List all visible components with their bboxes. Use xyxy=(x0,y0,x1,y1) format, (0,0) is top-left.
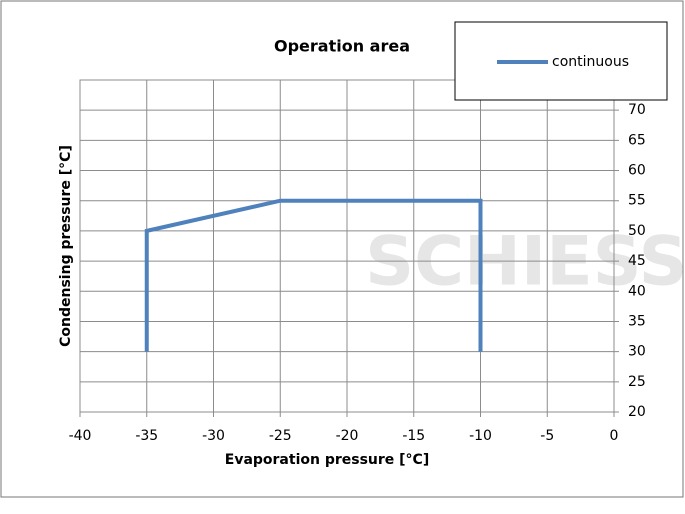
series-line xyxy=(144,198,483,352)
x-axis-title: Evaporation pressure [°C] xyxy=(225,452,429,468)
x-tick-label: -10 xyxy=(469,428,492,444)
y-tick-label: 40 xyxy=(628,283,646,299)
y-axis-title: Condensing pressure [°C] xyxy=(58,145,74,347)
y-tick-label: 45 xyxy=(628,253,646,269)
legend-box xyxy=(454,21,668,101)
y-tick-label: 35 xyxy=(628,313,646,329)
y-tick-label: 50 xyxy=(628,223,646,239)
y-tick-label: 25 xyxy=(628,374,646,390)
x-tick-label: -35 xyxy=(135,428,158,444)
x-tick-label: -15 xyxy=(402,428,425,444)
y-tick-label: 20 xyxy=(628,404,646,420)
watermark: SCHIESSL xyxy=(365,223,685,302)
x-tick-label: 0 xyxy=(610,428,619,444)
legend-label: continuous xyxy=(552,54,629,70)
y-tick-label: 55 xyxy=(628,193,646,209)
y-tick-label: 70 xyxy=(628,102,646,118)
x-tick-label: -20 xyxy=(336,428,359,444)
y-tick-label: 65 xyxy=(628,132,646,148)
x-tick-label: -25 xyxy=(269,428,292,444)
x-tick-label: -40 xyxy=(69,428,92,444)
y-tick-label: 30 xyxy=(628,344,646,360)
x-tick-label: -5 xyxy=(540,428,554,444)
y-tick-label: 60 xyxy=(628,163,646,179)
x-tick-label: -30 xyxy=(202,428,225,444)
chart-title: Operation area xyxy=(274,37,410,56)
